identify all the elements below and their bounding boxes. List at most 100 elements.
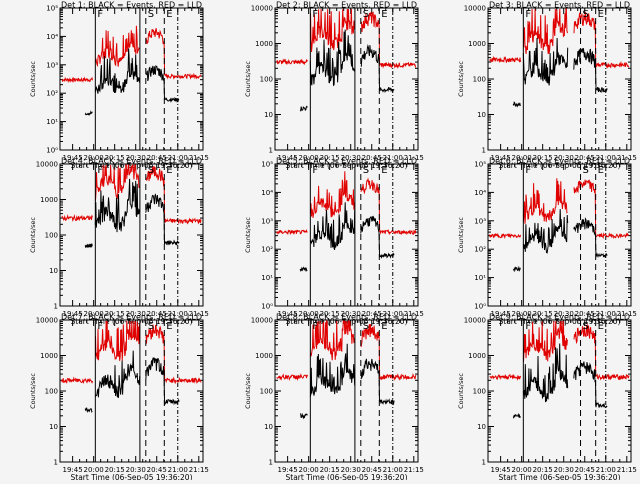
x-tick-label: 21:00 [168,154,188,162]
marker-label: F [312,321,318,332]
marker-label: E [166,9,172,20]
marker-label: S [583,165,589,176]
x-tick-label: 20:15 [105,154,125,162]
events-series-line [299,343,395,420]
x-tick-label: 21:15 [617,466,637,474]
detector-panel-9: Det 9: BLACK = Events, RED = LLD 1 10 100 10… [457,313,637,483]
y-tick-label: 10000 [464,5,486,13]
x-tick-label: 20:15 [320,310,340,318]
y-tick-label: 10 [49,267,58,275]
events-series-line [512,209,608,273]
y-axis-title: Counts/sec [457,373,465,409]
marker-label: F [312,9,318,20]
y-tick-label: 10⁴ [46,33,58,41]
x-tick-label: 21:00 [596,154,616,162]
y-tick-label: 1 [54,459,58,467]
x-tick-label: 20:45 [362,154,382,162]
x-tick-label: 20:00 [512,466,532,474]
plot-frame [274,319,419,463]
y-axis-title: Counts/sec [244,61,252,97]
y-tick-label: 1000 [40,196,58,204]
marker-label: S [148,9,154,20]
x-tick-label: 20:45 [362,310,382,318]
x-tick-label: 21:00 [168,310,188,318]
y-tick-label: 1 [54,303,58,311]
y-tick-label: 10000 [251,5,273,13]
x-tick-label: 20:15 [320,154,340,162]
detector-panel-2: Det 2: BLACK = Events, RED = LLD 1 10 100 10… [244,1,424,171]
x-tick-label: 20:30 [554,466,574,474]
y-tick-label: 100 [260,388,273,396]
marker-label: F [525,9,531,20]
y-tick-label: 10 [49,423,58,431]
y-tick-label: 10¹ [474,274,486,282]
y-axis-title: Counts/sec [244,217,252,253]
marker-label: F [312,165,318,176]
x-tick-label: 19:45 [491,310,511,318]
marker-label: S [583,9,589,20]
panel-title: Det 7: BLACK = Events, RED = LLD [61,313,202,322]
plot-frame [59,163,204,307]
marker-label: E [381,165,387,176]
x-tick-label: 20:00 [299,154,319,162]
detector-panel-7: Det 7: BLACK = Events, RED = LLD 1 10 100 10… [29,313,209,483]
events-series-line [299,29,395,112]
lld-series-line [276,319,417,382]
marker-label: E [381,9,387,20]
panel-title: Det 6: BLACK = Events, RED = LLD [489,157,630,166]
y-tick-label: 10000 [36,317,58,325]
x-tick-label: 19:45 [278,466,298,474]
detector-panel-3: Det 3: BLACK = Events, RED = LLD 1 10 100 10… [457,1,637,171]
y-tick-label: 10000 [36,161,58,169]
x-tick-label: 21:15 [404,466,424,474]
y-tick-label: 1000 [468,352,486,360]
x-tick-label: 20:30 [126,466,146,474]
y-tick-label: 10⁰ [46,147,58,155]
y-tick-label: 10³ [474,217,486,225]
detector-panel-4: Det 4: BLACK = Events, RED = LLD 1 10 100 10… [29,157,209,327]
y-tick-label: 10 [477,111,486,119]
x-tick-label: 21:00 [383,310,403,318]
y-axis-title: Counts/sec [29,217,37,253]
marker-label: E [166,321,172,332]
x-tick-label: 19:45 [491,466,511,474]
x-tick-label: 20:00 [84,466,104,474]
y-tick-label: 10⁵ [261,161,273,169]
y-tick-label: 1000 [468,40,486,48]
x-tick-label: 20:00 [299,310,319,318]
x-tick-label: 21:15 [617,154,637,162]
x-tick-label: 19:45 [278,154,298,162]
y-tick-label: 1 [269,459,273,467]
panel-title: Det 4: BLACK = Events, RED = LLD [61,157,202,166]
lld-series-line [61,25,202,84]
x-tick-label: 20:30 [126,310,146,318]
y-tick-label: 10⁰ [261,303,273,311]
marker-label: S [148,165,154,176]
x-tick-label: 21:15 [404,154,424,162]
x-tick-label: 21:00 [596,466,616,474]
x-axis-title: Start Time (06-Sep-05 19:36:20) [499,161,621,170]
marker-label: F [525,321,531,332]
x-tick-label: 20:00 [84,310,104,318]
y-tick-label: 10³ [261,217,273,225]
panel-title: Det 3: BLACK = Events, RED = LLD [489,1,630,10]
x-tick-label: 20:30 [341,310,361,318]
y-tick-label: 1000 [255,40,273,48]
x-tick-label: 21:00 [383,466,403,474]
x-tick-label: 20:30 [341,154,361,162]
x-tick-label: 20:00 [299,466,319,474]
x-axis-title: Start Time (06-Sep-05 19:36:20) [71,161,193,170]
x-tick-label: 20:15 [533,154,553,162]
y-axis-title: Counts/sec [457,217,465,253]
x-tick-label: 20:45 [575,466,595,474]
plot-frame [487,163,632,307]
y-axis-title: Counts/sec [29,373,37,409]
y-tick-label: 1 [482,147,486,155]
x-axis-title: Start Time (06-Sep-05 19:36:20) [499,317,621,326]
y-tick-label: 10000 [464,317,486,325]
marker-label: F [97,165,103,176]
x-axis-title: Start Time (06-Sep-05 19:36:20) [286,161,408,170]
lld-series-line [489,320,630,381]
y-tick-label: 10² [474,246,486,254]
y-tick-label: 100 [45,232,58,240]
